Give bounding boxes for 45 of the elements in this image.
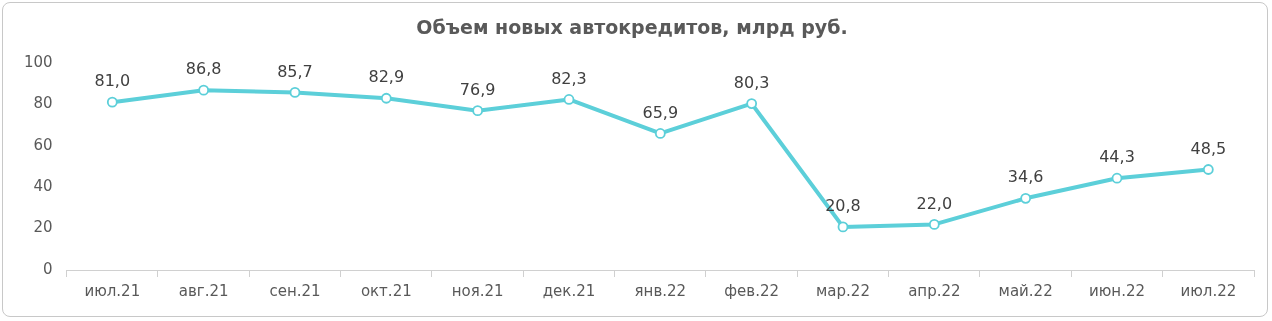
y-tick-label: 80	[33, 94, 53, 113]
point	[654, 128, 666, 139]
data-label: 82,9	[368, 67, 405, 87]
y-tick-label: 60	[33, 135, 53, 154]
data-label: 34,6	[1007, 167, 1044, 187]
x-tick-label: июн.22	[1088, 281, 1146, 300]
data-label: 76,9	[459, 79, 496, 99]
point	[563, 94, 575, 105]
data-label: 22,0	[916, 193, 953, 213]
y-tick-label: 0	[43, 259, 53, 278]
x-tick-label: сен.21	[269, 281, 321, 300]
x-tick-label: май.22	[998, 281, 1053, 300]
point	[746, 98, 758, 110]
point	[1202, 164, 1214, 175]
x-tick-label: мар.22	[816, 281, 870, 300]
x-tick-label: дек.21	[542, 281, 596, 300]
y-tick-label: 20	[33, 218, 53, 237]
data-label: 65,9	[642, 102, 679, 122]
point	[106, 96, 118, 108]
point	[1111, 172, 1123, 184]
point	[380, 92, 392, 104]
data-label: 85,7	[277, 61, 313, 81]
point	[928, 219, 940, 230]
data-label: 48,5	[1190, 138, 1227, 158]
x-tick-label: фев.22	[724, 281, 780, 300]
point	[198, 84, 210, 96]
x-tick-label: июл.22	[1180, 281, 1237, 300]
point	[472, 105, 484, 117]
data-label: 81,0	[94, 71, 131, 91]
point	[289, 87, 301, 98]
data-label: 44,3	[1099, 147, 1135, 167]
x-tick-label: авг.21	[178, 281, 229, 300]
x-tick-label: янв.22	[634, 281, 687, 300]
data-label: 86,8	[185, 59, 222, 79]
x-tick-label: ноя.21	[451, 281, 504, 300]
point	[1020, 192, 1032, 204]
x-tick-label: апр.22	[908, 281, 961, 300]
chart-title: Объем новых автокредитов, млрд руб.	[416, 16, 848, 39]
data-label: 80,3	[733, 72, 770, 92]
data-label: 82,3	[551, 68, 587, 88]
x-tick-label: окт.21	[360, 281, 412, 300]
y-tick-label: 100	[23, 52, 53, 71]
point	[837, 221, 849, 233]
x-tick-label: июл.21	[84, 281, 141, 300]
y-tick-label: 40	[33, 177, 53, 196]
